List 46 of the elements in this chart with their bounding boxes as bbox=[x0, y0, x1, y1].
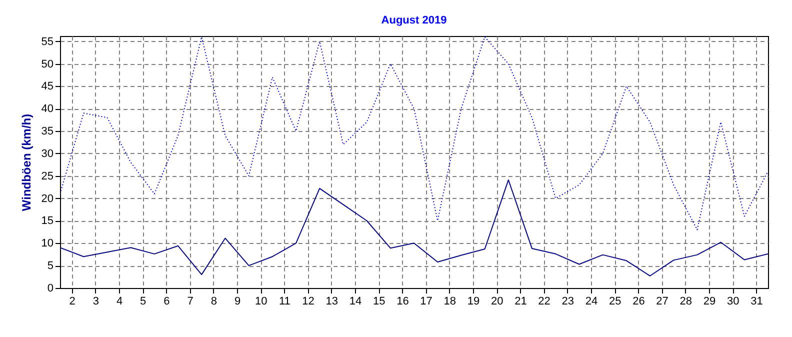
y-tick-label: 45 bbox=[41, 80, 54, 93]
x-tick-label: 28 bbox=[680, 296, 692, 308]
x-tick-label: 7 bbox=[187, 296, 194, 308]
y-tick-label: 10 bbox=[41, 238, 54, 250]
x-tick-label: 23 bbox=[562, 296, 574, 308]
x-tick-label: 26 bbox=[632, 296, 645, 308]
x-tick-label: 13 bbox=[326, 296, 338, 308]
y-tick-label: 15 bbox=[41, 215, 54, 228]
line-series bbox=[60, 179, 768, 276]
x-tick-label: 27 bbox=[656, 296, 668, 308]
y-tick-label: 35 bbox=[41, 126, 54, 138]
x-tick-label: 10 bbox=[254, 296, 268, 308]
y-tick-label: 5 bbox=[47, 260, 54, 272]
x-tick-label: 30 bbox=[726, 296, 740, 308]
x-tick-label: 4 bbox=[116, 296, 123, 308]
y-tick-label: 30 bbox=[41, 148, 54, 160]
x-tick-label: 18 bbox=[444, 296, 456, 308]
x-tick-label: 21 bbox=[514, 296, 527, 308]
y-tick-label: 0 bbox=[47, 282, 54, 294]
x-tick-label: 17 bbox=[420, 296, 432, 308]
line-series bbox=[60, 36, 768, 230]
x-tick-label: 8 bbox=[210, 296, 217, 308]
y-tick-label: 25 bbox=[41, 170, 54, 182]
x-tick-label: 15 bbox=[372, 296, 386, 308]
x-tick-label: 22 bbox=[538, 296, 550, 308]
y-tick-label: 55 bbox=[41, 36, 54, 48]
x-tick-label: 12 bbox=[302, 296, 314, 308]
chart-title: August 2019 bbox=[381, 14, 447, 26]
y-axis-title: Windböen (km/h) bbox=[19, 114, 34, 212]
x-tick-label: 19 bbox=[467, 296, 480, 308]
x-tick-label: 24 bbox=[585, 296, 598, 308]
x-tick-label: 5 bbox=[140, 296, 146, 308]
x-tick-label: 29 bbox=[703, 296, 716, 308]
y-tick-label: 50 bbox=[41, 58, 54, 70]
x-tick-label: 11 bbox=[278, 296, 290, 308]
x-tick-label: 16 bbox=[396, 296, 409, 308]
x-tick-label: 9 bbox=[234, 296, 241, 308]
x-tick-label: 25 bbox=[608, 296, 622, 308]
x-tick-label: 31 bbox=[750, 296, 763, 308]
x-tick-label: 20 bbox=[490, 296, 504, 308]
x-tick-label: 14 bbox=[349, 296, 362, 308]
x-tick-label: 6 bbox=[164, 296, 170, 308]
y-tick-label: 40 bbox=[41, 103, 54, 116]
x-tick-label: 3 bbox=[92, 296, 99, 308]
x-tick-label: 2 bbox=[69, 296, 76, 308]
y-tick-label: 20 bbox=[41, 192, 54, 205]
